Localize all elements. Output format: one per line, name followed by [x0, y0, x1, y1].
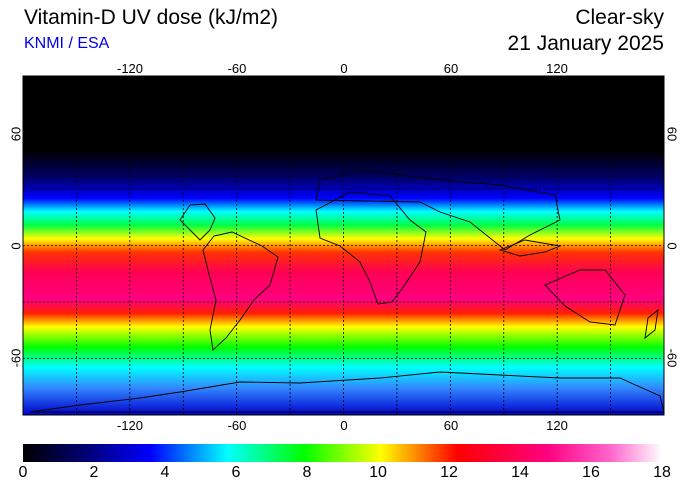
- lon-tick-bottom-4: 60: [443, 418, 459, 433]
- colorbar-tick: 12: [440, 464, 458, 481]
- colorbar: [23, 444, 662, 462]
- coast-europe-asia: [315, 169, 561, 251]
- condition-label: Clear-sky: [575, 6, 664, 29]
- coastlines: [29, 169, 665, 413]
- colorbar-tick: 2: [89, 464, 99, 481]
- lon-tick-bottom-5: 120: [546, 418, 568, 433]
- lat-tick-right-2: 0: [664, 242, 680, 250]
- colorbar-tick: 0: [18, 464, 28, 481]
- coast-antarctica: [29, 371, 665, 413]
- lon-tick-bottom-3: 0: [340, 418, 348, 433]
- coast-australia: [544, 269, 626, 326]
- colorbar-tick: 18: [653, 464, 671, 481]
- colorbar-tick: 14: [511, 464, 529, 481]
- credit-label: KNMI / ESA: [24, 35, 110, 52]
- coast-south-america: [202, 231, 279, 351]
- graticule: [23, 76, 664, 415]
- lat-tick-left-1: 60: [8, 126, 24, 142]
- colorbar-tick: 8: [302, 464, 312, 481]
- colorbar-tick: 6: [231, 464, 241, 481]
- lon-tick-top-1: -120: [116, 61, 144, 76]
- lon-tick-top-4: 60: [443, 61, 459, 76]
- lat-tick-right-3: -60: [664, 348, 680, 368]
- lat-tick-right-1: 60: [664, 126, 680, 142]
- coast-north-america: [179, 203, 216, 241]
- colorbar-tick: 10: [369, 464, 387, 481]
- colorbar-tick: 4: [160, 464, 170, 481]
- coast-africa: [315, 191, 427, 305]
- coast-indonesia: [498, 239, 562, 257]
- lon-tick-top-3: 0: [340, 61, 348, 76]
- colorbar-tick: 16: [582, 464, 600, 481]
- lon-tick-top-2: -60: [227, 61, 247, 76]
- map-frame: [22, 75, 665, 416]
- date-label: 21 January 2025: [507, 32, 664, 55]
- lon-tick-bottom-1: -120: [116, 418, 144, 433]
- map-title: Vitamin-D UV dose (kJ/m2): [24, 6, 279, 29]
- lon-tick-bottom-2: -60: [227, 418, 247, 433]
- lat-tick-left-3: -60: [8, 348, 24, 368]
- lat-tick-left-2: 0: [8, 242, 24, 250]
- lon-tick-top-5: 120: [546, 61, 568, 76]
- coast-new-zealand: [644, 308, 659, 340]
